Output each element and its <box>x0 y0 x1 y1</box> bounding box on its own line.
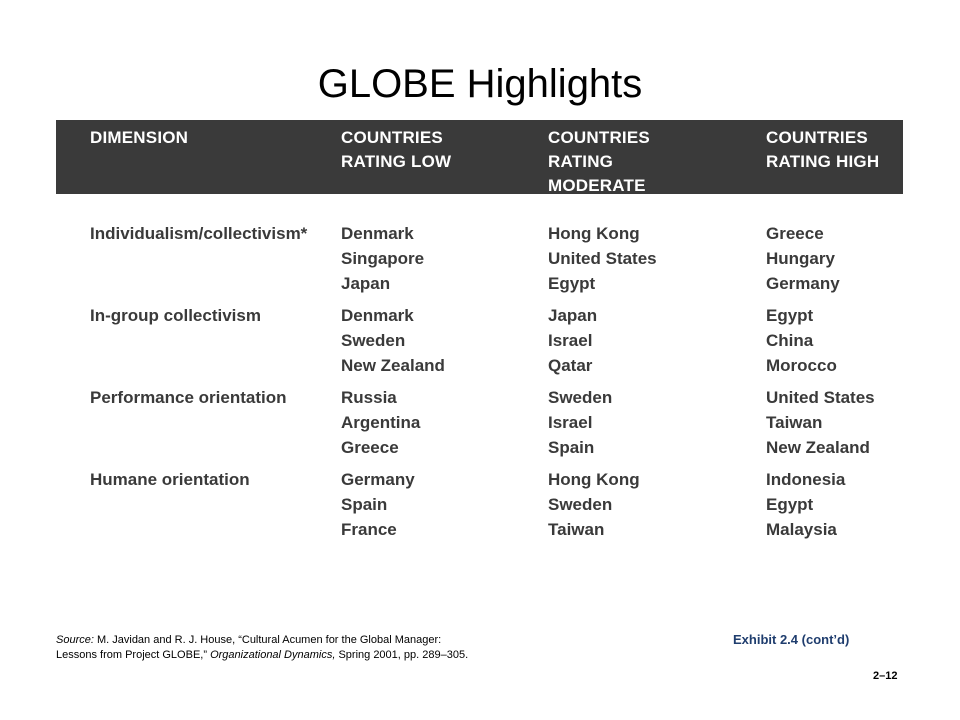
country: Malaysia <box>766 520 837 539</box>
source-journal: Organizational Dynamics, <box>210 649 336 661</box>
country: United States <box>766 388 875 407</box>
country: United States <box>548 249 657 268</box>
source-text: Spring 2001, pp. 289–305. <box>335 649 469 661</box>
row-dimension: In-group collectivism <box>90 306 261 325</box>
country: Qatar <box>548 356 593 375</box>
country: China <box>766 331 814 350</box>
row-low-cell: Germany Spain France <box>341 467 415 542</box>
row-high-cell: Indonesia Egypt Malaysia <box>766 467 845 542</box>
country: Greece <box>341 438 399 457</box>
row-low-cell: Russia Argentina Greece <box>341 385 420 460</box>
country: Hong Kong <box>548 224 640 243</box>
row-low-cell: Denmark Singapore Japan <box>341 221 424 296</box>
row-moderate-cell: Hong Kong United States Egypt <box>548 221 657 296</box>
country: Morocco <box>766 356 837 375</box>
row-moderate-cell: Hong Kong Sweden Taiwan <box>548 467 640 542</box>
country: Egypt <box>766 306 814 325</box>
country: Germany <box>766 274 840 293</box>
country: Hong Kong <box>548 470 640 489</box>
country: Indonesia <box>766 470 846 489</box>
country: Greece <box>766 224 824 243</box>
row-low-cell: Denmark Sweden New Zealand <box>341 303 445 378</box>
source-citation: Source: M. Javidan and R. J. House, “Cul… <box>56 633 468 663</box>
country: Sweden <box>548 388 613 407</box>
country: Egypt <box>766 495 814 514</box>
country: Spain <box>548 438 595 457</box>
country: Denmark <box>341 306 414 325</box>
country: Spain <box>341 495 388 514</box>
country: Denmark <box>341 224 414 243</box>
country: Germany <box>341 470 415 489</box>
country: France <box>341 520 397 539</box>
country: Singapore <box>341 249 425 268</box>
country: Japan <box>341 274 391 293</box>
country: Sweden <box>548 495 613 514</box>
country: Russia <box>341 388 397 407</box>
country: Israel <box>548 413 593 432</box>
row-dimension: Humane orientation <box>90 470 250 489</box>
row-moderate-cell: Sweden Israel Spain <box>548 385 612 460</box>
source-label: Source: <box>56 634 94 646</box>
header-rating-high: COUNTRIES RATING HIGH <box>766 128 880 171</box>
source-line-2: Lessons from Project GLOBE,” Organizatio… <box>56 648 468 663</box>
row-dimension: Performance orientation <box>90 388 287 407</box>
row-high-cell: United States Taiwan New Zealand <box>766 385 875 460</box>
table-header: DIMENSION COUNTRIES RATING LOW COUNTRIES… <box>56 120 903 195</box>
country: Taiwan <box>548 520 605 539</box>
row-high-cell: Egypt China Morocco <box>766 303 837 378</box>
country: Japan <box>548 306 598 325</box>
country: Sweden <box>341 331 406 350</box>
source-text: Lessons from Project GLOBE,” <box>56 649 211 661</box>
country: New Zealand <box>766 438 870 457</box>
country: Egypt <box>548 274 596 293</box>
header-rating-moderate: COUNTRIES RATING MODERATE <box>548 128 650 195</box>
country: Hungary <box>766 249 835 268</box>
row-high-cell: Greece Hungary Germany <box>766 221 840 296</box>
slide-title: GLOBE Highlights <box>317 62 643 106</box>
source-text: M. Javidan and R. J. House, “Cultural Ac… <box>93 634 442 646</box>
country: New Zealand <box>341 356 445 375</box>
country: Israel <box>548 331 593 350</box>
source-line-1: Source: M. Javidan and R. J. House, “Cul… <box>56 633 468 648</box>
row-dimension: Individualism/collectivism* <box>90 224 308 243</box>
row-moderate-cell: Japan Israel Qatar <box>548 303 597 378</box>
header-dimension: DIMENSION <box>90 128 189 147</box>
exhibit-label: Exhibit 2.4 (cont’d) <box>733 632 850 647</box>
header-rating-low: COUNTRIES RATING LOW <box>341 128 452 171</box>
country: Argentina <box>341 413 421 432</box>
page-number: 2–12 <box>873 670 898 682</box>
country: Taiwan <box>766 413 823 432</box>
